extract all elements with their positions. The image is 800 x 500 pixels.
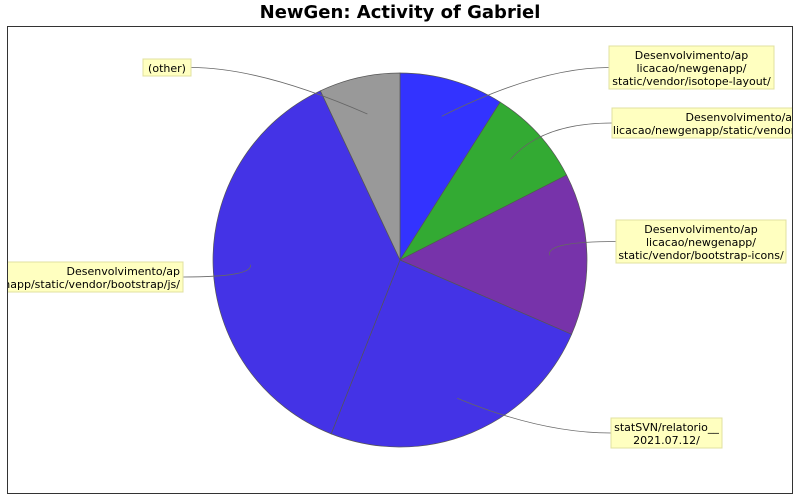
chart-title: NewGen: Activity of Gabriel	[259, 2, 541, 23]
slice-label-text-4-0: Desenvolvimento/ap	[67, 265, 181, 278]
slice-label-box-1	[611, 107, 792, 139]
slice-label-box-2	[615, 219, 787, 264]
slice-label-0: Desenvolvimento/aplicacao/newgenapp/stat…	[608, 45, 775, 90]
slice-label-5: (other)	[142, 58, 192, 77]
slice-label-text-2-2: static/vendor/bootstrap-icons/	[618, 249, 784, 262]
slice-label-text-0-0: Desenvolvimento/ap	[635, 49, 749, 62]
slice-label-box-3	[610, 417, 723, 449]
slice-label-1: Desenvolvimento/aplicacao/newgenapp/stat…	[611, 107, 800, 139]
slice-label-box-5	[142, 58, 192, 77]
slice-label-text-1-1: licacao/newgenapp/static/vendor/	[613, 124, 799, 137]
pie-slice-3	[330, 259, 573, 448]
pie-slice-0	[399, 72, 501, 262]
slice-label-2: Desenvolvimento/aplicacao/newgenapp/stat…	[615, 219, 787, 264]
leader-line-3	[457, 397, 612, 434]
slice-label-box-0	[608, 45, 775, 90]
slice-label-text-5-0: (other)	[148, 62, 186, 75]
slice-label-4: Desenvolvimento/aplicacao/newgenapp/stat…	[0, 261, 184, 293]
leader-line-0	[441, 67, 610, 117]
slice-label-text-4-1: licacao/newgenapp/static/vendor/bootstra…	[0, 278, 180, 291]
slice-label-text-1-0: Desenvolvimento/ap	[686, 111, 800, 124]
slice-label-text-3-0: statSVN/relatorio__	[614, 421, 719, 434]
slice-label-text-2-0: Desenvolvimento/ap	[644, 223, 758, 236]
leader-line-4	[182, 264, 251, 278]
slice-label-box-4	[8, 261, 184, 293]
slice-label-text-3-1: 2021.07.12/	[633, 434, 700, 447]
slice-label-text-2-1: licacao/newgenapp/	[646, 236, 756, 249]
slice-label-3: statSVN/relatorio__2021.07.12/	[610, 417, 723, 449]
leader-line-1	[510, 122, 613, 160]
pie-slice-1	[399, 101, 568, 261]
slice-label-text-0-1: licacao/newgenapp/	[637, 62, 747, 75]
pie-slice-4	[212, 90, 401, 435]
pie-slice-5	[319, 72, 401, 261]
leader-line-2	[549, 241, 617, 256]
slice-label-text-0-2: static/vendor/isotope-layout/	[612, 75, 771, 88]
leader-line-5	[190, 67, 368, 115]
pie-slice-2	[399, 174, 588, 335]
